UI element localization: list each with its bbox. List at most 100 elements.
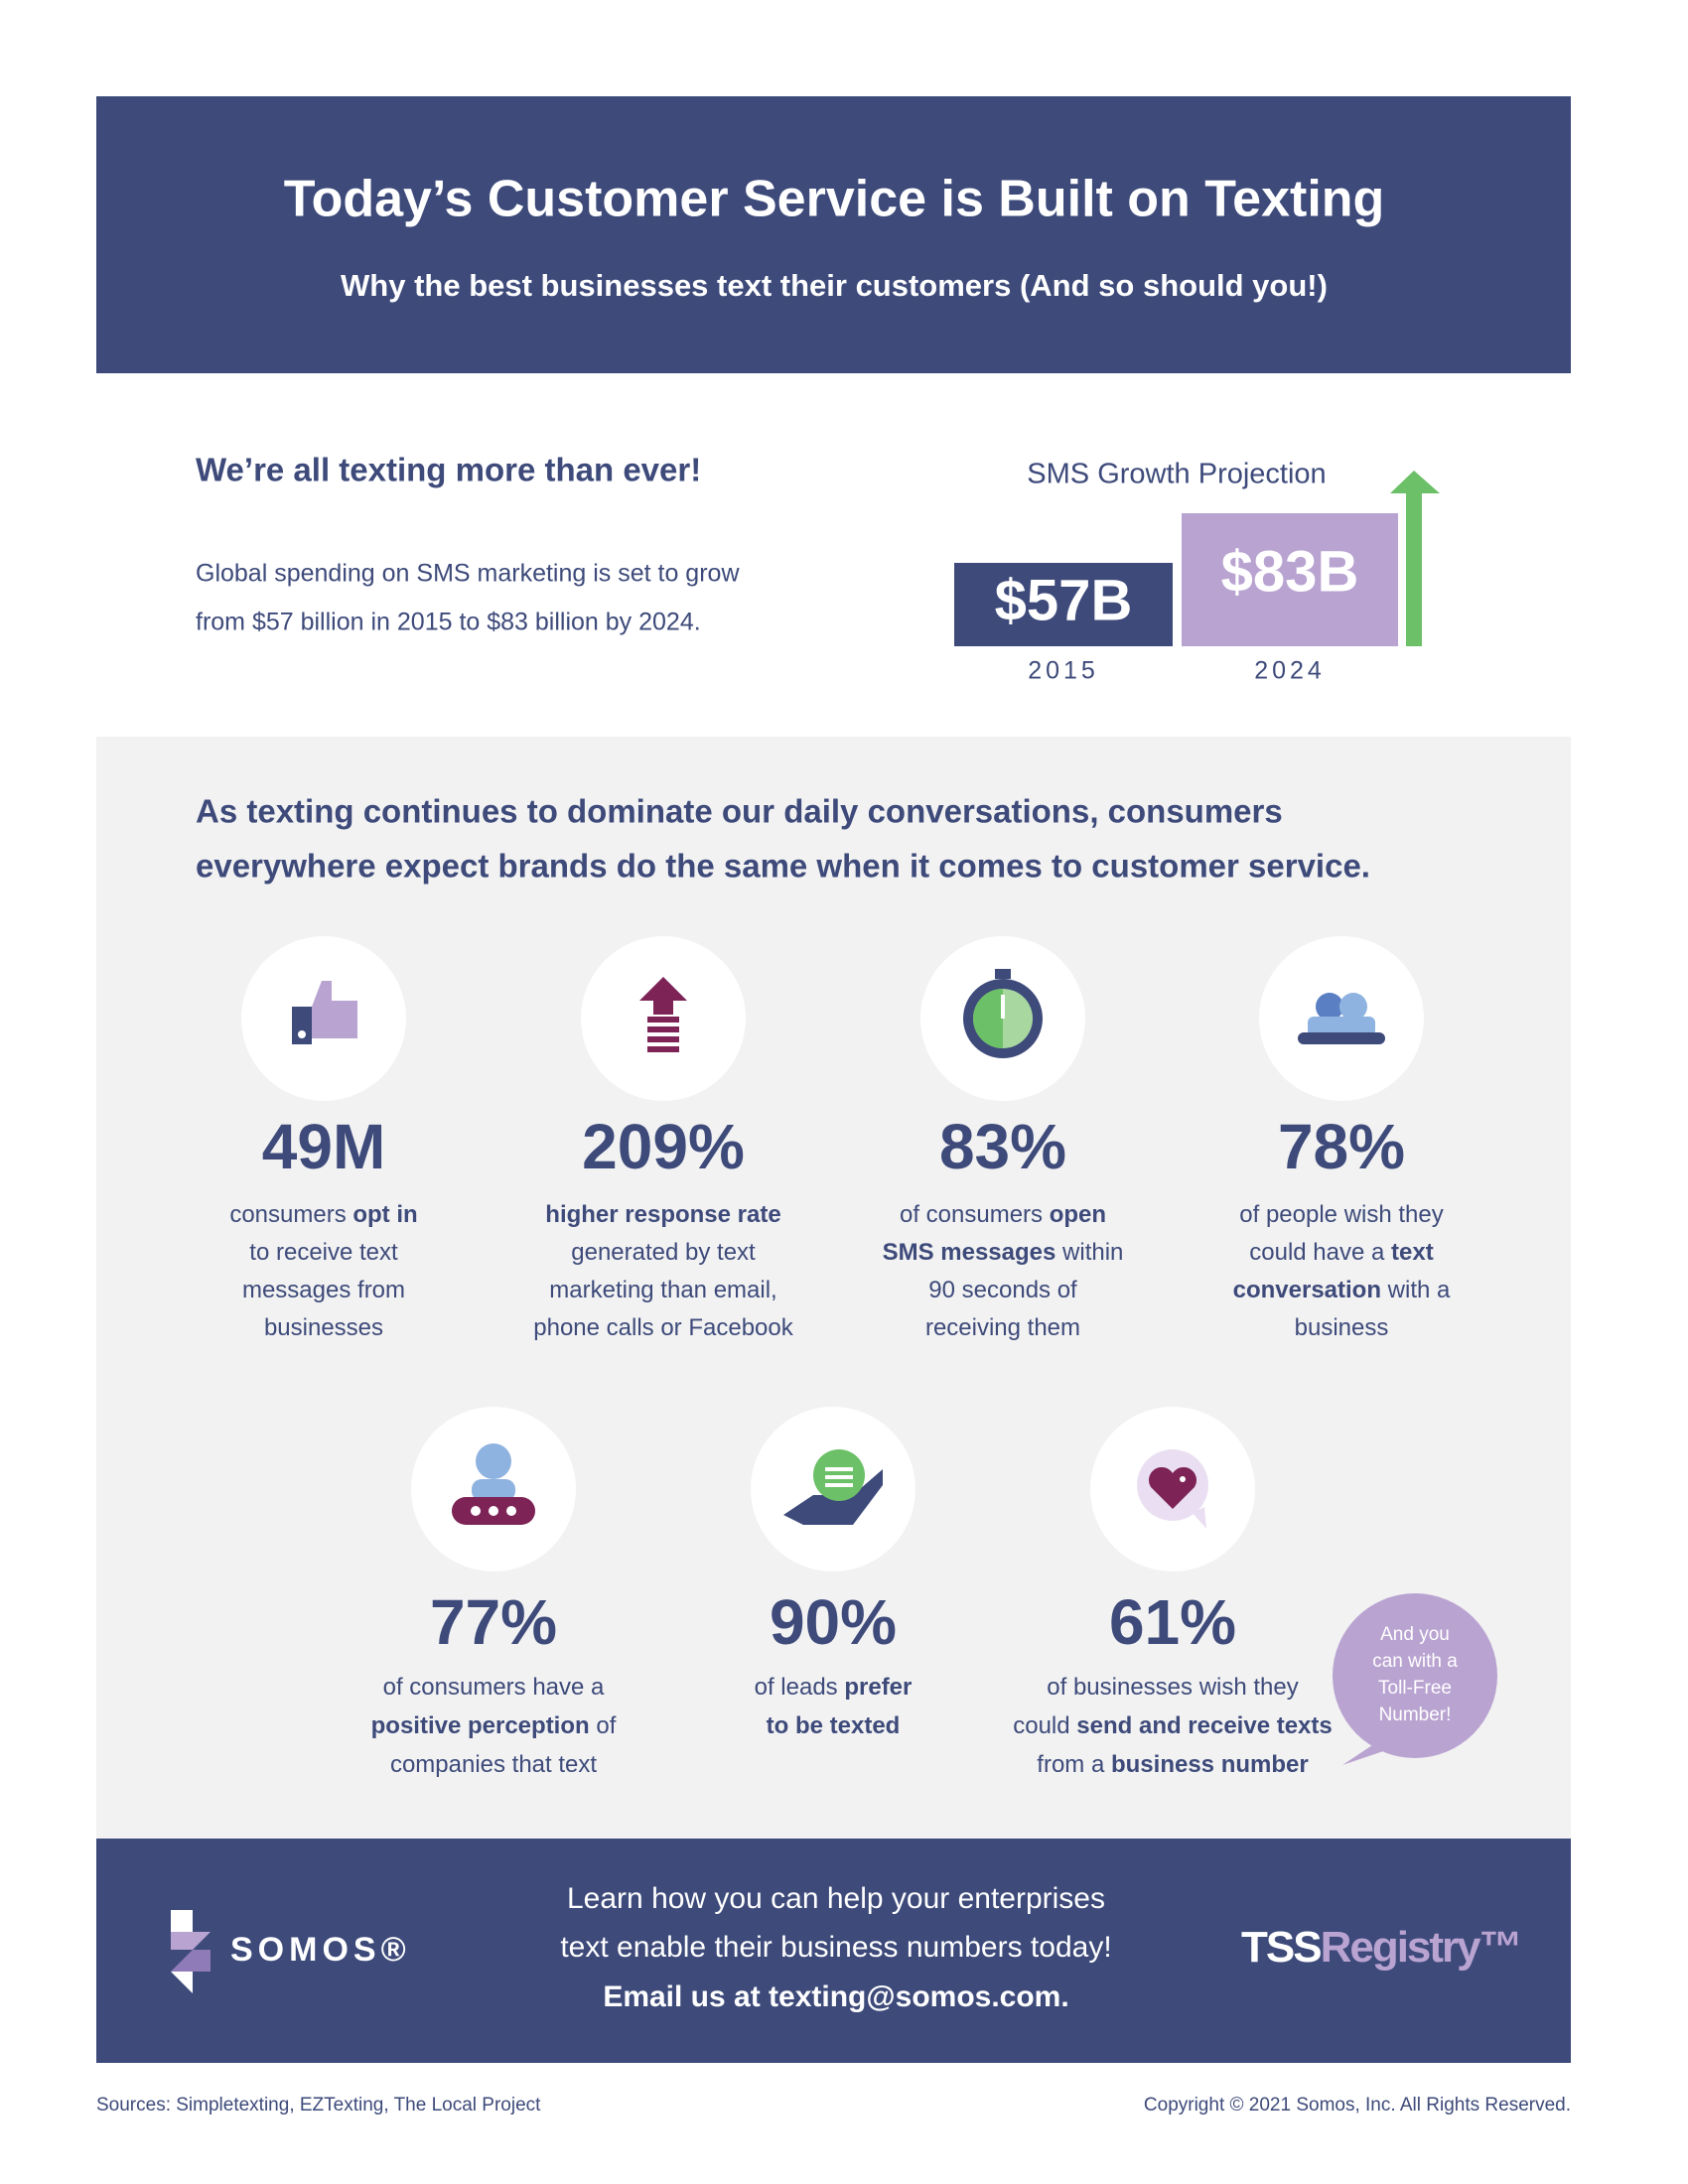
stat-line: higher response rate xyxy=(545,1201,780,1228)
icon xyxy=(639,977,687,1015)
subtitle: Why the best businesses text their custo… xyxy=(341,268,1328,303)
bar-year: 2024 xyxy=(1254,657,1326,685)
stat-value: 78% xyxy=(1278,1111,1405,1182)
icon xyxy=(825,1483,853,1487)
bar-2024 xyxy=(1182,513,1398,646)
icon xyxy=(506,1506,516,1516)
stat-line: to be texted xyxy=(767,1712,901,1739)
stat-value: 90% xyxy=(770,1586,897,1658)
stat-text: businesses xyxy=(264,1314,383,1341)
icon xyxy=(1180,1476,1186,1482)
icon xyxy=(312,981,357,1038)
icon xyxy=(647,1017,679,1023)
stat-text: could xyxy=(1013,1712,1076,1739)
stat-line: to receive text xyxy=(249,1239,398,1266)
stat-emphasis: conversation xyxy=(1233,1277,1381,1303)
callout-bubble xyxy=(1333,1593,1497,1758)
stat-text: receiving them xyxy=(925,1314,1080,1341)
cta-email[interactable]: Email us at texting@somos.com. xyxy=(603,1980,1068,2013)
brand: SOMOS® xyxy=(230,1931,411,1969)
stat: 90% of leads prefer to be texted xyxy=(751,1407,915,1739)
cta: Learn how you can help your enterprises xyxy=(567,1882,1105,1915)
stat-line: companies that text xyxy=(390,1751,597,1778)
partner-b: Registry™ xyxy=(1321,1923,1521,1972)
stat-line: of leads prefer xyxy=(755,1674,913,1701)
stat-emphasis: text xyxy=(1391,1239,1434,1266)
icon xyxy=(1316,993,1343,1021)
icon xyxy=(471,1506,481,1516)
stat-emphasis: open xyxy=(1050,1201,1106,1228)
stat-text: could have a xyxy=(1249,1239,1391,1266)
growth-body: from $57 billion in 2015 to $83 billion … xyxy=(196,609,701,636)
stat-text: of leads xyxy=(755,1674,845,1701)
stat-line: messages from xyxy=(242,1277,405,1303)
stat-text: generated by text xyxy=(571,1239,756,1266)
stat-line: phone calls or Facebook xyxy=(533,1314,793,1341)
icon xyxy=(292,1007,312,1044)
callout-text: can with a xyxy=(1372,1651,1458,1672)
stat-emphasis: business number xyxy=(1111,1751,1309,1778)
stat-value: 209% xyxy=(582,1111,745,1182)
stat-value: 49M xyxy=(262,1111,386,1182)
stat-line: positive perception of xyxy=(371,1712,617,1739)
icon xyxy=(647,1046,679,1052)
icon xyxy=(298,1030,306,1038)
stat: 49M consumers opt in to receive text messag… xyxy=(229,936,418,1341)
somos-logo-mark xyxy=(171,1910,211,1993)
copyright: Copyright © 2021 Somos, Inc. All Rights … xyxy=(1144,2095,1571,2116)
stat-emphasis: prefer xyxy=(844,1674,912,1701)
header-band xyxy=(96,96,1571,373)
stat-text: from a xyxy=(1037,1751,1111,1778)
stat-value: 61% xyxy=(1109,1586,1236,1658)
stat-line: SMS messages within xyxy=(883,1239,1124,1266)
stat-text: phone calls or Facebook xyxy=(533,1314,793,1341)
stat-emphasis: higher response rate xyxy=(545,1201,780,1228)
stat-text: of people wish they xyxy=(1239,1201,1443,1228)
stat-line: of consumers have a xyxy=(383,1674,605,1701)
stat-line: could have a text xyxy=(1249,1239,1433,1266)
stat-line: of consumers open xyxy=(900,1201,1106,1228)
stat-line: receiving them xyxy=(925,1314,1080,1341)
icon xyxy=(1308,1017,1375,1036)
icon xyxy=(1193,1507,1206,1529)
growth-arrow-head xyxy=(1390,471,1440,493)
stat-line: could send and receive texts xyxy=(1013,1712,1333,1739)
stat-text: consumers xyxy=(229,1201,352,1228)
chart-title: SMS Growth Projection xyxy=(1027,459,1326,490)
bar-label: $57B xyxy=(995,568,1133,632)
stat-value: 83% xyxy=(939,1111,1066,1182)
stat-text: to receive text xyxy=(249,1239,398,1266)
stat-emphasis: positive perception xyxy=(371,1712,590,1739)
stat-line: generated by text xyxy=(571,1239,756,1266)
icon xyxy=(489,1506,498,1516)
icon xyxy=(1001,995,1005,1019)
stat-line: of people wish they xyxy=(1239,1201,1443,1228)
stat-text: of xyxy=(590,1712,617,1739)
stats-panel xyxy=(96,737,1571,1839)
footer-band xyxy=(96,1839,1571,2063)
stat-line: marketing than email, xyxy=(549,1277,776,1303)
bar-label: $83B xyxy=(1221,539,1359,604)
stats-intro: As texting continues to dominate our dai… xyxy=(196,793,1283,830)
stat-line: consumers opt in xyxy=(229,1201,417,1228)
icon xyxy=(647,1036,679,1042)
icon xyxy=(647,1026,679,1032)
growth-heading: We’re all texting more than ever! xyxy=(196,452,701,488)
icon xyxy=(476,1443,511,1479)
stat-text: business xyxy=(1295,1314,1389,1341)
icon xyxy=(995,969,1011,979)
bar-2015 xyxy=(954,563,1173,646)
callout-text: Number! xyxy=(1379,1705,1452,1725)
stat-text: of businesses wish they xyxy=(1047,1674,1298,1701)
stat-emphasis: opt in xyxy=(352,1201,417,1228)
stat-text: within xyxy=(1055,1239,1123,1266)
icon xyxy=(1339,993,1367,1021)
stats-intro: everywhere expect brands do the same whe… xyxy=(196,848,1370,885)
stat-line: business xyxy=(1295,1314,1389,1341)
stats-grid: 49M consumers opt in to receive text messag… xyxy=(229,936,1451,1778)
stat-text: with a xyxy=(1381,1277,1451,1303)
bar-year: 2015 xyxy=(1028,657,1099,685)
